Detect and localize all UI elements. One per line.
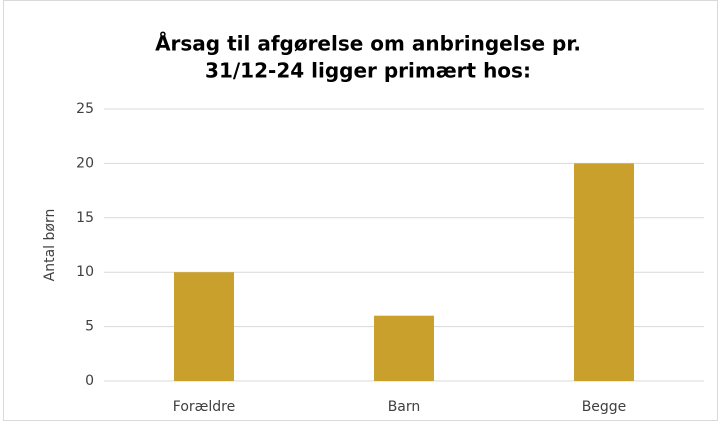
bar [374, 315, 434, 381]
y-tick-label: 25 [76, 101, 94, 117]
chart-title: Årsag til afgørelse om anbringelse pr. [155, 32, 581, 56]
y-axis-label: Antal børn [42, 209, 58, 282]
chart-title: 31/12-24 ligger primært hos: [205, 59, 531, 83]
y-tick-label: 5 [85, 319, 94, 335]
bar [574, 163, 634, 381]
y-tick-label: 15 [76, 210, 94, 226]
x-tick-label: Begge [582, 399, 627, 415]
y-tick-label: 20 [76, 155, 94, 171]
bar [174, 272, 234, 381]
y-tick-label: 0 [85, 373, 94, 389]
x-tick-label: Barn [388, 399, 421, 415]
y-tick-label: 10 [76, 264, 94, 280]
x-tick-label: Forældre [173, 399, 235, 415]
